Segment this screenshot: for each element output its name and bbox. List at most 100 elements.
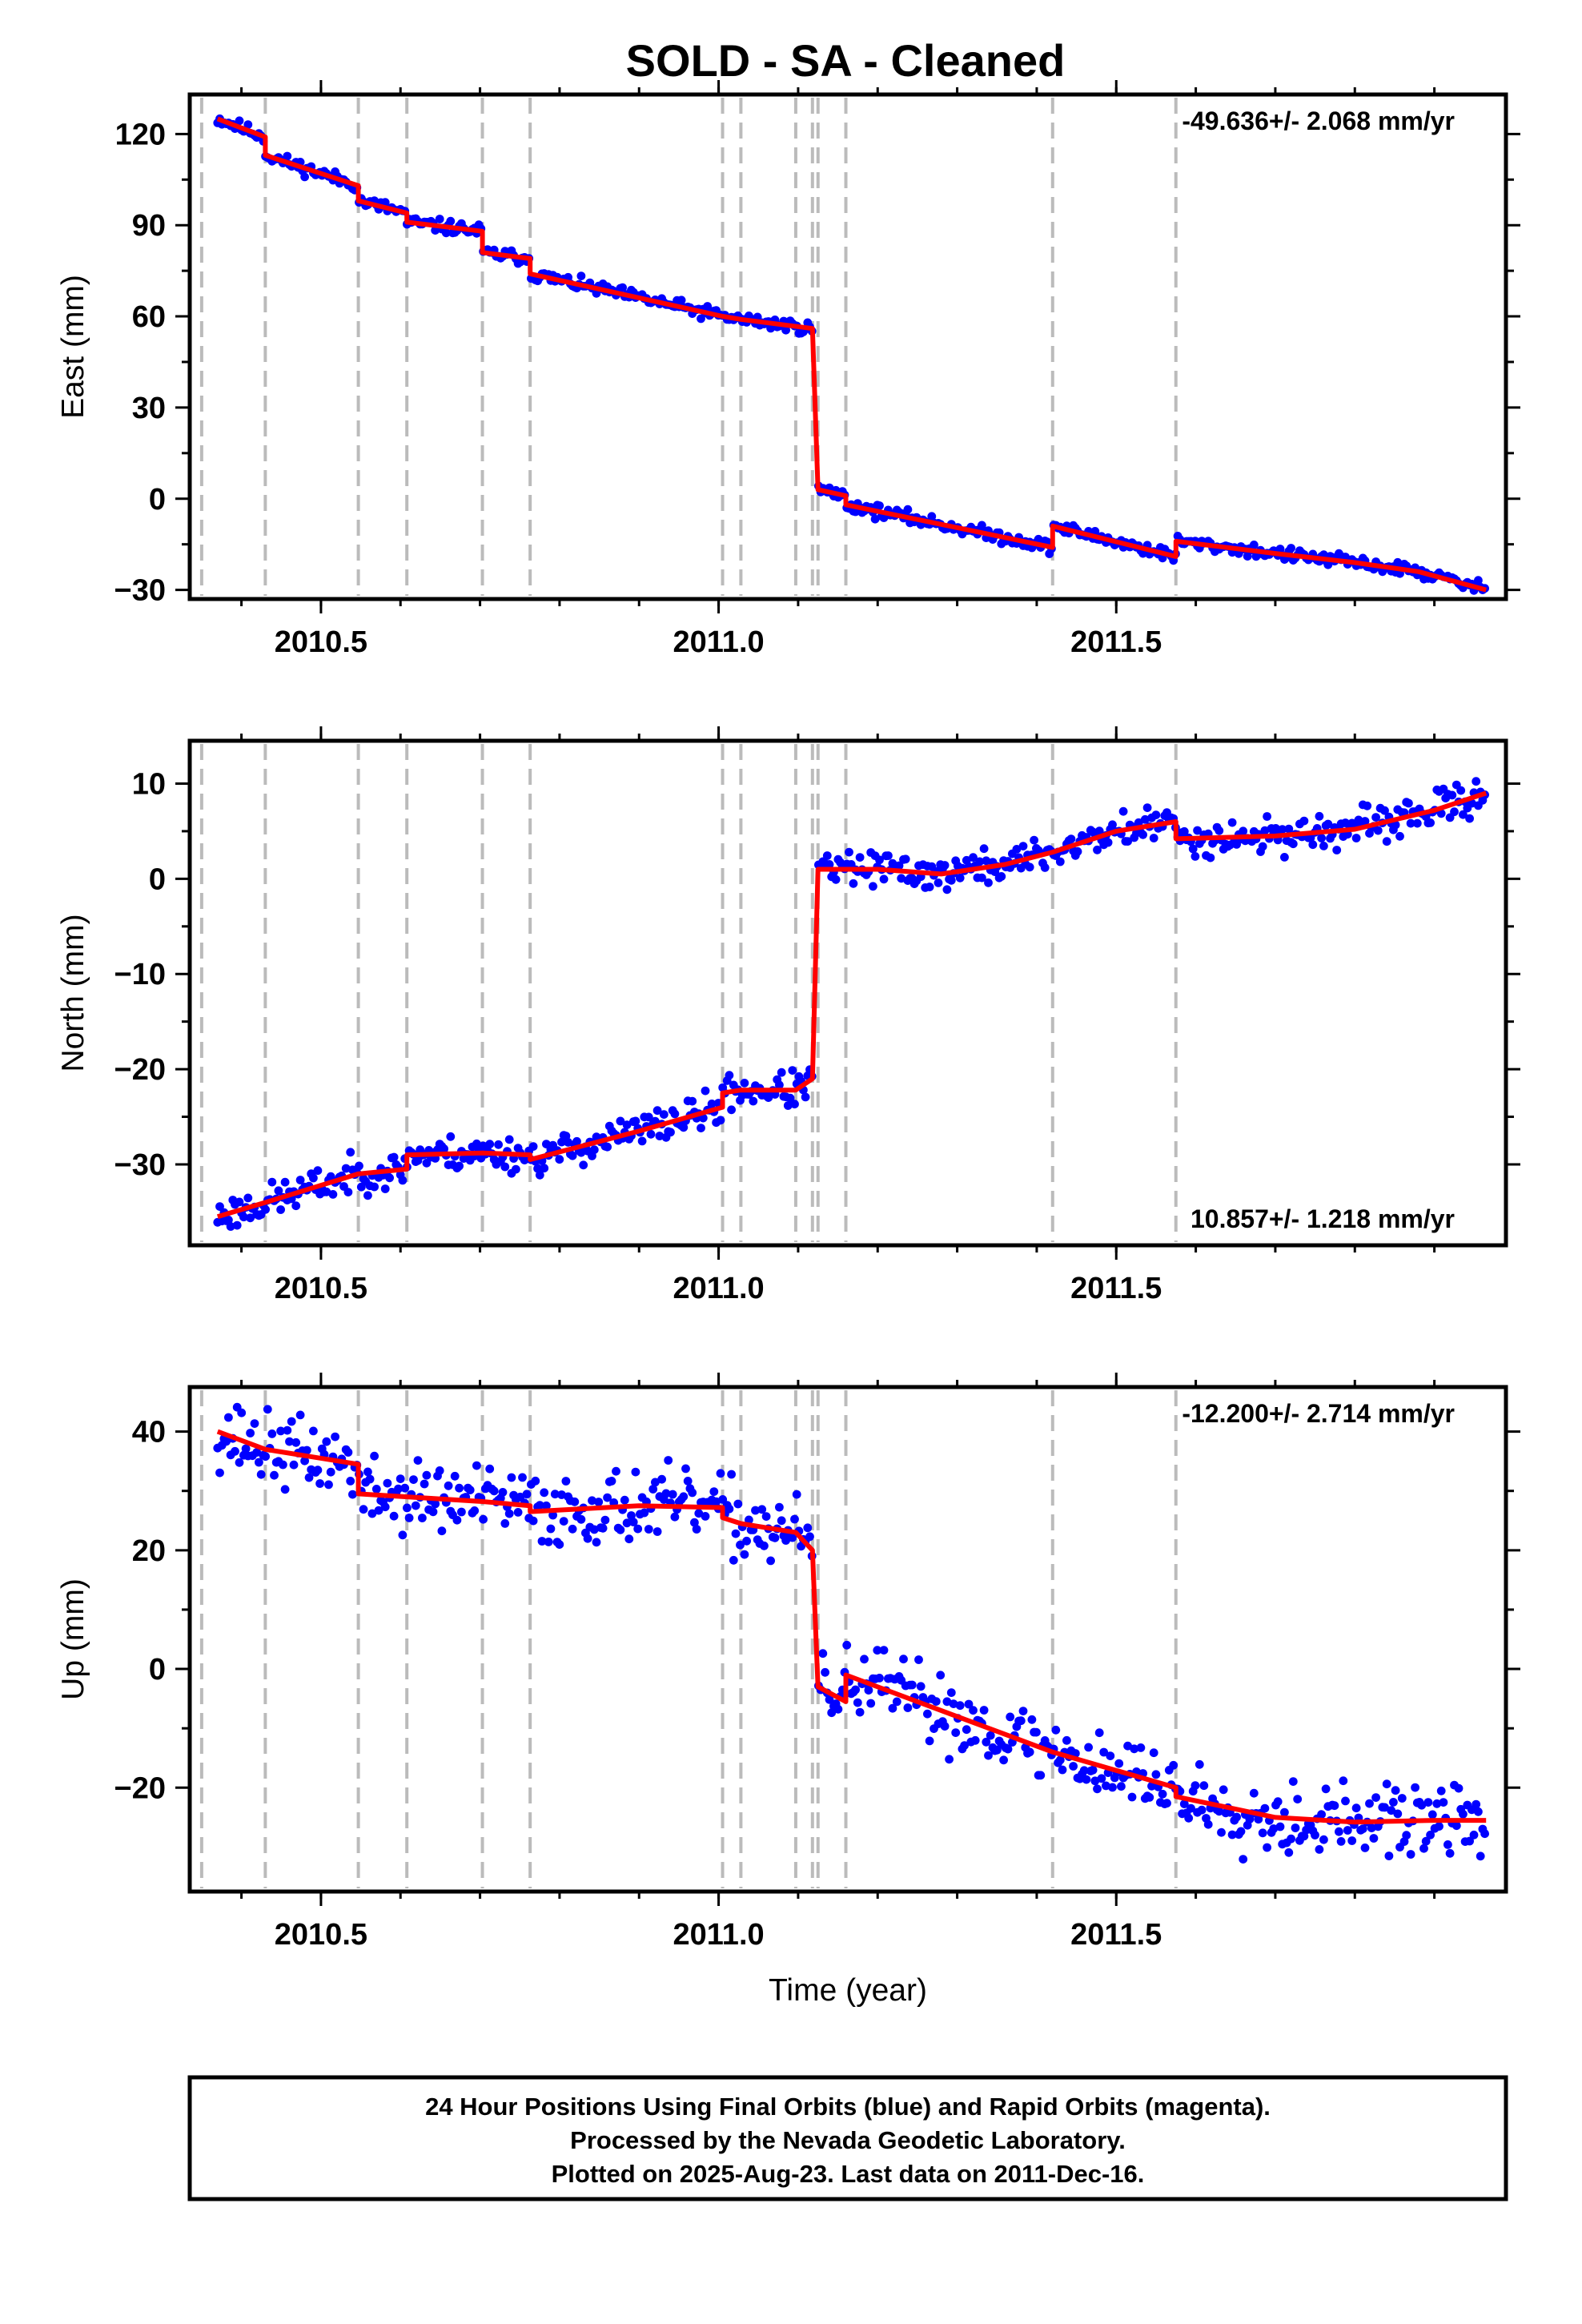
position-point — [367, 1509, 377, 1518]
position-point — [986, 1731, 995, 1740]
position-point — [324, 1480, 333, 1490]
position-point — [322, 1187, 331, 1196]
position-point — [374, 1506, 383, 1515]
position-point — [1435, 1822, 1443, 1831]
position-point — [1090, 527, 1100, 536]
position-point — [226, 1222, 235, 1231]
position-point — [1162, 1799, 1171, 1808]
position-point — [1040, 863, 1050, 872]
position-point — [825, 1695, 834, 1704]
position-point — [1025, 1747, 1034, 1757]
position-point — [309, 1173, 318, 1183]
x-tick-label: 2010.5 — [275, 1918, 367, 1952]
position-point — [803, 1523, 813, 1533]
position-point — [727, 1470, 736, 1479]
position-point — [343, 1448, 353, 1457]
position-point — [1227, 1830, 1237, 1839]
position-point — [592, 1538, 601, 1547]
position-point — [446, 1132, 456, 1141]
position-point — [1215, 826, 1224, 835]
position-point — [1465, 814, 1474, 823]
position-point — [659, 1110, 669, 1119]
position-point — [518, 1473, 527, 1482]
position-point — [270, 1470, 279, 1480]
position-point — [679, 1492, 689, 1502]
position-point — [727, 1105, 736, 1115]
position-point — [396, 1474, 405, 1483]
position-point — [370, 1451, 379, 1461]
position-point — [875, 855, 884, 865]
position-point — [465, 1486, 475, 1494]
position-point — [785, 1093, 795, 1103]
position-point — [380, 1184, 390, 1193]
north-panel: −30 −20 −10 0 10 2010.5 2011.0 2011.5 North (mm)… — [56, 726, 1520, 1305]
position-point — [951, 1728, 961, 1738]
position-point — [1474, 576, 1483, 585]
position-point — [982, 856, 991, 866]
position-point — [860, 1655, 869, 1664]
position-point — [1472, 1799, 1481, 1809]
position-point — [925, 883, 934, 891]
position-point — [1387, 1806, 1396, 1815]
position-point — [1036, 1771, 1046, 1780]
position-point — [1169, 1760, 1178, 1770]
position-point — [1450, 807, 1459, 817]
position-point — [1459, 810, 1468, 819]
position-point — [1108, 1783, 1117, 1792]
position-point — [276, 1426, 285, 1436]
position-point — [1319, 1835, 1328, 1844]
position-point — [864, 1686, 873, 1695]
position-point — [588, 1496, 596, 1506]
position-point — [775, 1502, 784, 1512]
position-point — [894, 861, 904, 870]
position-point — [1287, 544, 1295, 553]
position-point — [1030, 835, 1038, 845]
position-point — [570, 1497, 580, 1506]
position-point — [1066, 834, 1076, 843]
position-point — [440, 1144, 448, 1153]
position-point — [716, 1469, 725, 1478]
position-point — [1197, 1805, 1207, 1815]
position-point — [766, 1556, 775, 1566]
position-point — [1227, 818, 1237, 827]
position-point — [589, 1145, 599, 1155]
position-point — [1436, 1786, 1446, 1795]
position-point — [359, 1505, 368, 1514]
position-point — [267, 1177, 277, 1187]
y-tick-label: 120 — [115, 118, 166, 151]
position-point — [398, 1530, 408, 1540]
position-point — [1097, 1774, 1106, 1783]
position-point — [1432, 1799, 1442, 1808]
position-point — [646, 1129, 656, 1139]
position-point — [655, 1132, 665, 1140]
position-point — [246, 1213, 255, 1223]
position-point — [470, 1506, 480, 1515]
position-point — [652, 1106, 662, 1116]
position-point — [1203, 1819, 1213, 1829]
position-point — [901, 854, 910, 864]
position-point — [1138, 830, 1147, 839]
y-tick-label: 0 — [149, 483, 166, 517]
position-point — [709, 1487, 719, 1496]
position-point — [504, 1135, 514, 1144]
position-point — [435, 1466, 444, 1475]
model-fit-line — [216, 1429, 1487, 1825]
position-point — [731, 1529, 741, 1538]
position-point — [1321, 1784, 1331, 1794]
position-point — [428, 1507, 438, 1517]
y-tick-label: 0 — [149, 1653, 166, 1687]
position-point — [612, 1466, 620, 1476]
position-point — [1395, 831, 1404, 841]
position-point — [1118, 806, 1128, 816]
position-point — [437, 1526, 447, 1536]
position-point — [1317, 1810, 1326, 1819]
position-point — [670, 1512, 680, 1522]
position-point — [243, 120, 253, 130]
position-point — [537, 1537, 547, 1546]
position-point — [283, 151, 292, 161]
model-fit-line — [216, 116, 1487, 593]
position-point — [984, 878, 993, 887]
position-point — [1260, 1803, 1270, 1813]
position-point — [1419, 1844, 1428, 1853]
position-point — [648, 1485, 658, 1494]
